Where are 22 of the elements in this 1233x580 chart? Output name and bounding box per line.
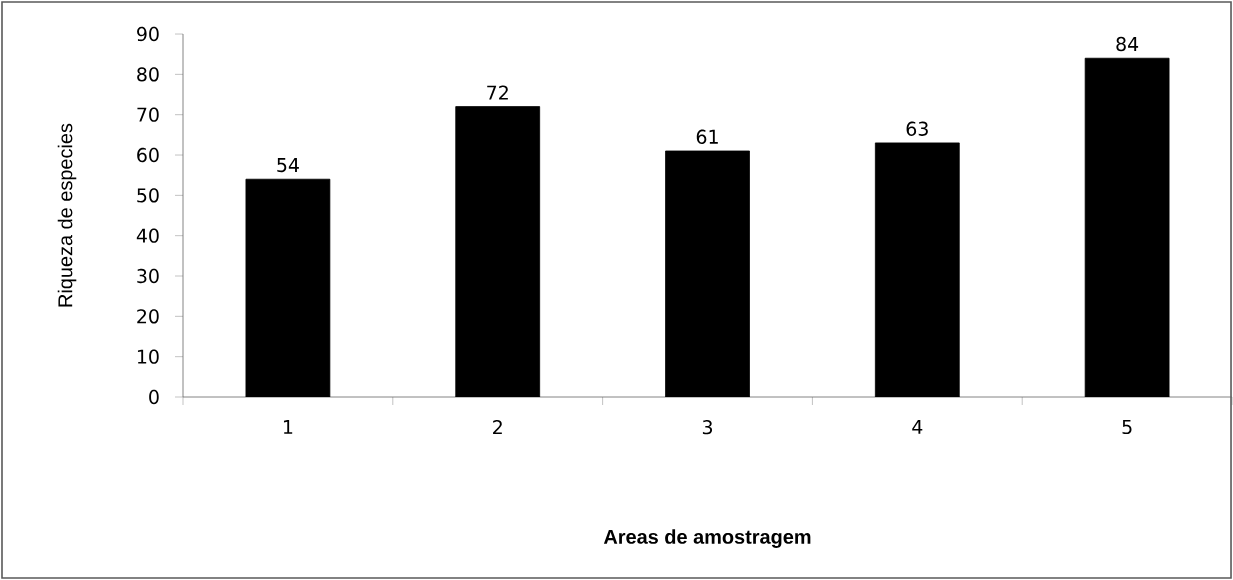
data-label: 61 [696,129,718,144]
y-tick-label: 0 [149,389,159,405]
x-axis-title: Areas de amostragem [603,529,811,548]
y-tick-label: 60 [137,147,159,163]
y-tick-label: 50 [137,188,159,203]
data-label: 84 [1116,36,1139,52]
x-tick-label: 2 [493,420,502,435]
data-label: 63 [906,121,928,136]
x-tick-label: 4 [912,420,923,434]
y-tick-label: 20 [137,309,159,324]
data-label: 54 [277,158,299,173]
y-axis-title: Riqueza de especies [57,123,77,307]
y-tick-label: 40 [136,228,159,243]
y-tick-label: 70 [137,107,159,122]
x-tick-label: 5 [1122,420,1132,435]
data-label: 72 [487,85,508,100]
y-tick-label: 90 [137,26,159,42]
y-tick-label: 30 [137,268,159,284]
x-tick-label: 3 [702,420,713,435]
y-tick-label: 80 [137,67,159,82]
x-tick-label: 1 [283,420,293,434]
y-tick-label: 10 [137,349,159,364]
